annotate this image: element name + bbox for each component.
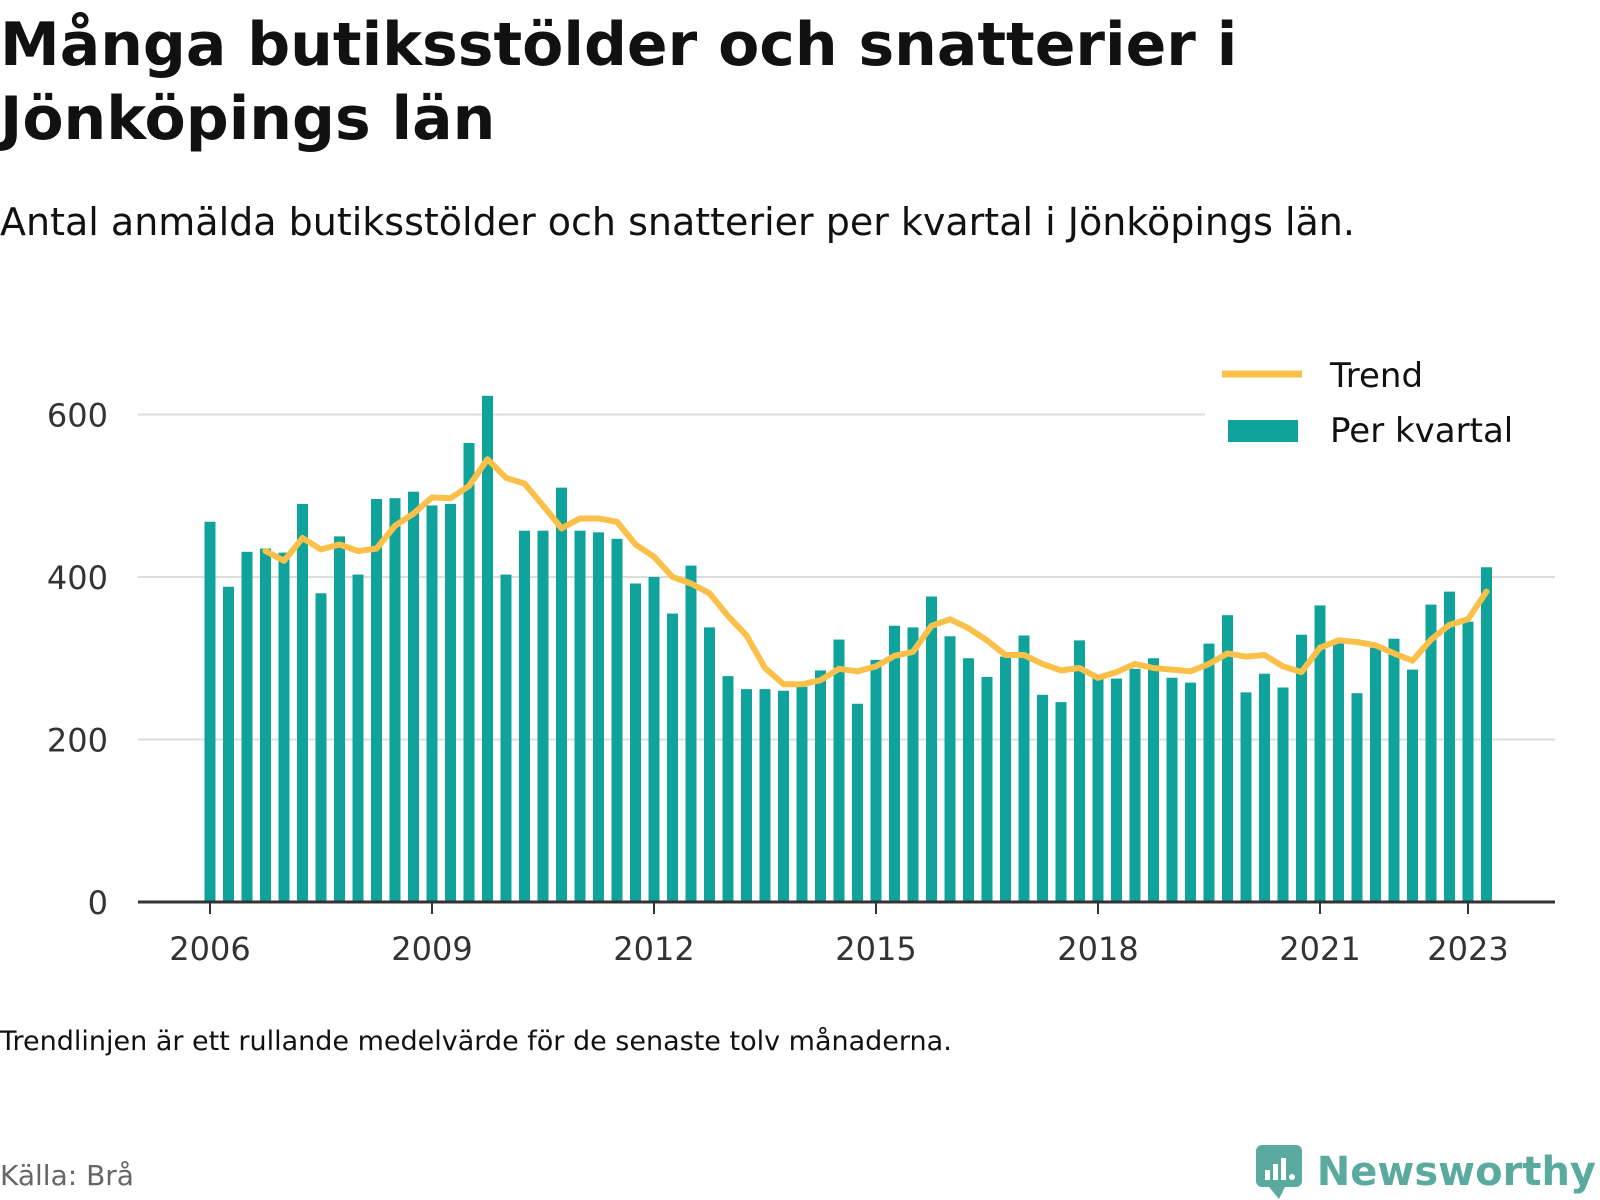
bar xyxy=(796,686,808,902)
bar xyxy=(852,703,863,902)
bar xyxy=(297,503,308,902)
bar xyxy=(482,395,493,902)
bar xyxy=(1351,693,1363,902)
y-tick-label: 400 xyxy=(47,559,108,597)
bar xyxy=(611,538,623,902)
bar xyxy=(260,548,271,902)
bar xyxy=(1259,673,1270,902)
bar xyxy=(278,552,290,902)
bar xyxy=(1111,678,1122,902)
bar xyxy=(408,491,419,902)
bar xyxy=(722,676,734,902)
x-tick-label: 2009 xyxy=(391,930,472,968)
bar xyxy=(815,670,826,902)
bar xyxy=(537,530,549,902)
bar xyxy=(759,689,771,902)
source-label: Källa: Brå xyxy=(0,1159,134,1192)
bar xyxy=(1481,567,1492,902)
bar xyxy=(1074,640,1085,902)
bar xyxy=(1092,676,1104,902)
bar xyxy=(1277,687,1289,902)
bar xyxy=(1203,643,1215,902)
bar xyxy=(371,499,382,902)
bar xyxy=(833,639,845,902)
brand-name: Newsworthy xyxy=(1316,1149,1596,1195)
bar xyxy=(1018,635,1030,902)
bar xyxy=(630,583,641,902)
y-tick-label: 600 xyxy=(47,397,108,435)
bar xyxy=(963,658,974,902)
bar-series xyxy=(204,395,1492,902)
bar xyxy=(1148,658,1159,902)
bar xyxy=(1388,638,1400,902)
bar xyxy=(907,627,919,902)
legend-bar-swatch xyxy=(1228,420,1298,442)
chart-svg: 2006 2009 2012 2015 2018 2021 2023 0200400600 … xyxy=(47,353,1555,968)
trend-line xyxy=(262,456,1490,688)
bar xyxy=(778,690,789,902)
legend: Trend Per kvartal xyxy=(1205,353,1555,465)
bar xyxy=(593,532,604,902)
x-axis-ticks: 2006 2009 2012 2015 2018 2021 2023 xyxy=(169,902,1509,968)
bar xyxy=(204,521,216,902)
bar xyxy=(741,689,752,902)
bar xyxy=(648,577,660,902)
x-tick-label: 2015 xyxy=(835,930,916,968)
bar xyxy=(556,487,567,902)
bar xyxy=(889,625,900,902)
bar xyxy=(926,596,937,902)
bar xyxy=(1444,591,1455,902)
bar xyxy=(981,676,993,902)
bar xyxy=(519,530,530,902)
bar xyxy=(574,530,586,902)
bar xyxy=(685,565,697,902)
newsworthy-brand: Newsworthy xyxy=(1255,1144,1596,1200)
bar xyxy=(463,442,475,902)
bar xyxy=(1240,692,1252,902)
bar xyxy=(1129,668,1141,902)
legend-trend-label: Trend xyxy=(1329,356,1423,396)
bar xyxy=(1222,615,1233,902)
bar xyxy=(1314,605,1326,902)
bar xyxy=(1000,656,1011,902)
bar xyxy=(241,551,253,902)
bar xyxy=(1055,702,1067,902)
bar xyxy=(1425,604,1437,902)
bar xyxy=(500,574,512,902)
bar xyxy=(334,536,345,902)
bar xyxy=(944,636,956,902)
x-tick-label: 2018 xyxy=(1057,930,1138,968)
bar xyxy=(1370,647,1381,902)
bar xyxy=(704,627,715,902)
y-axis-ticks: 0 200 400 600 xyxy=(47,397,108,923)
bar xyxy=(1407,669,1418,902)
bar xyxy=(223,586,234,902)
chart-title: Många butiksstölder och snatterier i Jön… xyxy=(0,10,1238,154)
x-tick-label: 2012 xyxy=(613,930,694,968)
bar xyxy=(870,659,882,902)
y-tick-label: 200 xyxy=(47,722,108,760)
newsworthy-logo-icon xyxy=(1255,1145,1302,1199)
bar xyxy=(667,613,678,902)
bar xyxy=(352,574,364,902)
bar xyxy=(315,593,327,902)
x-tick-label: 2023 xyxy=(1427,930,1508,968)
bar xyxy=(1166,677,1178,902)
bar xyxy=(1185,682,1196,902)
bar xyxy=(1037,694,1048,902)
bar xyxy=(426,505,438,902)
chart-subtitle: Antal anmälda butiksstölder och snatteri… xyxy=(0,200,1355,244)
bar xyxy=(1333,640,1344,902)
bar xyxy=(389,498,401,902)
y-tick-label: 0 xyxy=(88,884,108,922)
x-tick-label: 2006 xyxy=(169,930,250,968)
bar xyxy=(1462,621,1474,902)
legend-bar-label: Per kvartal xyxy=(1330,411,1513,451)
bar xyxy=(445,503,456,902)
bar xyxy=(1296,634,1307,902)
x-tick-label: 2021 xyxy=(1279,930,1360,968)
chart-note: Trendlinjen är ett rullande medelvärde f… xyxy=(0,1026,952,1057)
